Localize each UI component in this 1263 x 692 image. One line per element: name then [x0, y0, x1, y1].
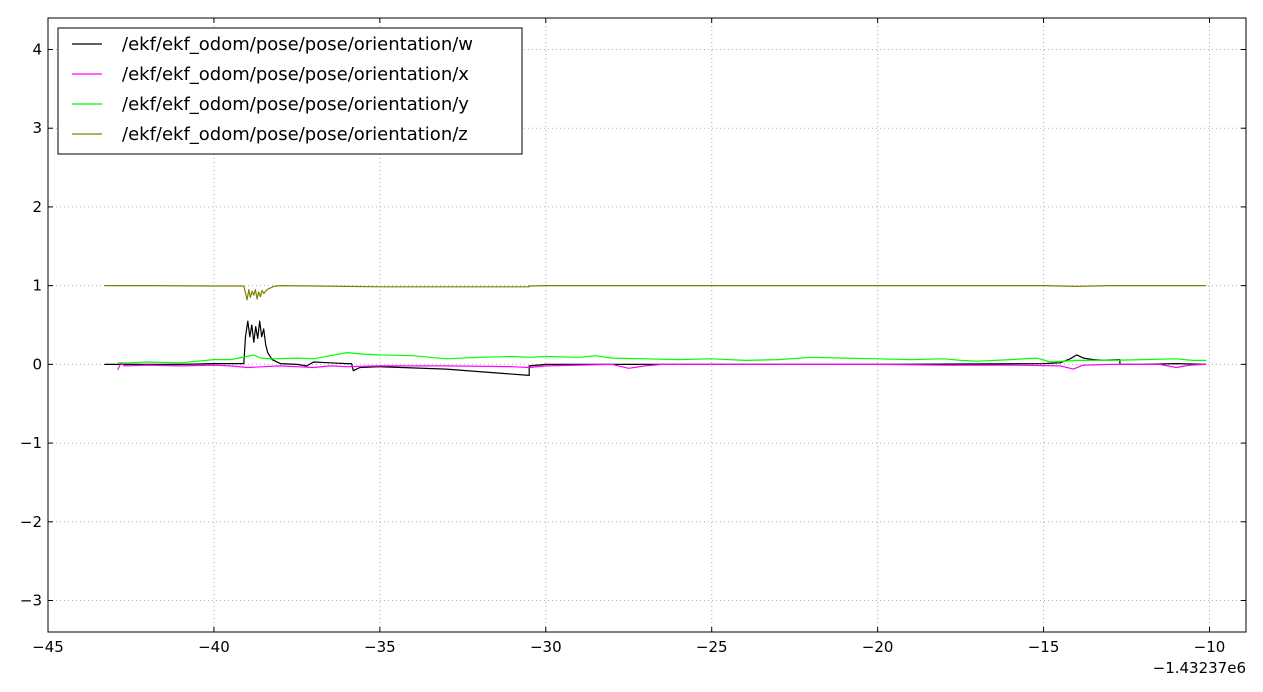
x-tick-label: −25 — [696, 638, 728, 656]
axis-ticks — [47, 18, 1246, 632]
legend-box — [57, 27, 523, 155]
x-tick-label: −45 — [32, 638, 64, 656]
x-tick-label: −20 — [862, 638, 894, 656]
y-tick-label: 1 — [32, 277, 42, 295]
legend-label: /ekf/ekf_odom/pose/pose/orientation/y — [122, 94, 469, 115]
series-line-3 — [104, 285, 1207, 301]
legend-label: /ekf/ekf_odom/pose/pose/orientation/z — [122, 124, 468, 145]
series-line-2 — [117, 352, 1207, 364]
x-offset-label: −1.43237e6 — [1153, 659, 1246, 677]
y-tick-label: 3 — [32, 119, 42, 137]
y-tick-label: −1 — [20, 434, 42, 452]
plot-frame — [47, 17, 1247, 633]
y-tick-label: −2 — [20, 513, 42, 531]
series-line-1 — [117, 362, 1207, 371]
y-tick-label: 0 — [32, 355, 42, 373]
x-tick-label: −10 — [1194, 638, 1226, 656]
x-tick-label: −30 — [530, 638, 562, 656]
legend: /ekf/ekf_odom/pose/pose/orientation/w/ek… — [57, 27, 523, 155]
legend-label: /ekf/ekf_odom/pose/pose/orientation/w — [122, 34, 473, 55]
y-tick-label: 2 — [32, 198, 42, 216]
y-tick-label: 4 — [32, 40, 42, 58]
y-tick-label: −3 — [20, 592, 42, 610]
x-tick-label: −40 — [198, 638, 230, 656]
legend-label: /ekf/ekf_odom/pose/pose/orientation/x — [122, 64, 469, 85]
x-tick-label: −35 — [364, 638, 396, 656]
series-line-0 — [104, 320, 1207, 376]
series-lines — [104, 285, 1207, 376]
x-tick-label: −15 — [1028, 638, 1060, 656]
